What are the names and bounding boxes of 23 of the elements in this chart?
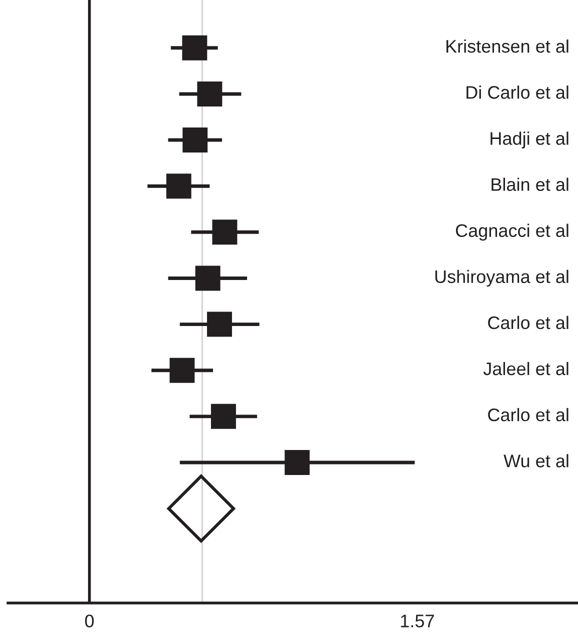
y-tick-label: Cagnacci et al <box>456 224 568 241</box>
point <box>210 404 236 429</box>
point <box>167 474 236 543</box>
y-tick-label: Blain et al <box>492 178 568 191</box>
point <box>284 450 310 475</box>
point <box>197 81 222 106</box>
y-tick-label: Ushiroyama et al <box>435 270 568 287</box>
y-tick-label: Hadji et al <box>490 132 568 148</box>
x-tick-label: 0 <box>85 614 94 628</box>
point <box>182 35 208 60</box>
x-tick-label: 1.57 <box>401 614 434 628</box>
point <box>212 220 238 245</box>
y-tick-label: Carlo et al <box>488 408 568 422</box>
y-tick-label: Di Carlo et al <box>466 86 568 99</box>
point <box>195 266 220 291</box>
point <box>182 128 208 153</box>
y-tick-label: Wu et al <box>504 454 568 468</box>
point <box>207 312 232 337</box>
y-tick-label: Carlo et al <box>488 316 568 330</box>
point <box>166 174 192 199</box>
y-tick-label: Jaleel et al <box>483 362 568 376</box>
point <box>170 358 195 383</box>
y-tick-label: Kristensen et al <box>446 39 568 53</box>
